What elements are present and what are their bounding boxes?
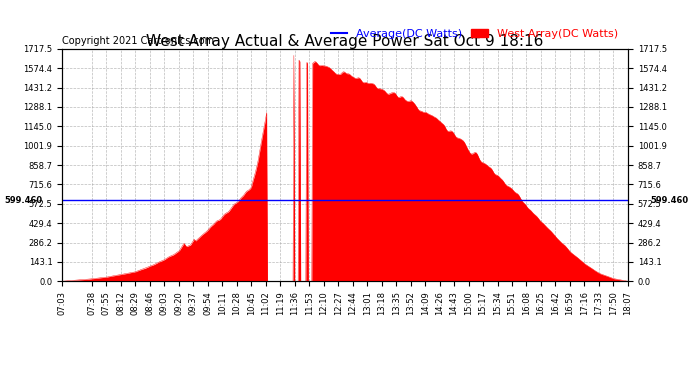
- Title: West Array Actual & Average Power Sat Oct 9 18:16: West Array Actual & Average Power Sat Oc…: [146, 34, 544, 49]
- Text: Copyright 2021 Cartronics.com: Copyright 2021 Cartronics.com: [62, 36, 214, 46]
- Text: 599.460: 599.460: [651, 196, 689, 205]
- Legend: Average(DC Watts), West Array(DC Watts): Average(DC Watts), West Array(DC Watts): [326, 24, 622, 43]
- Text: 599.460: 599.460: [4, 196, 42, 205]
